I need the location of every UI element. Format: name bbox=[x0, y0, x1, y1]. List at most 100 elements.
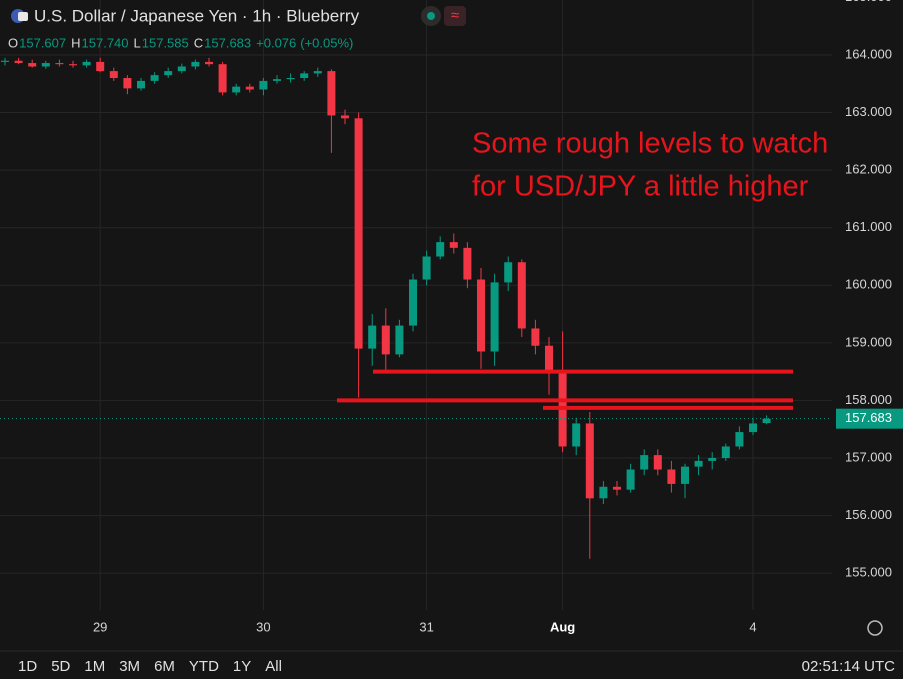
settings-button[interactable] bbox=[867, 620, 883, 636]
y-tick-label: 157.000 bbox=[845, 449, 892, 464]
chart-title: U.S. Dollar / Japanese Yen · 1h · Bluebe… bbox=[34, 6, 360, 25]
annotation: Some rough levels to watch bbox=[472, 128, 828, 160]
status-icon: ≈ bbox=[451, 7, 459, 24]
candle-body bbox=[504, 262, 513, 283]
ohlc-label: C bbox=[194, 35, 203, 50]
range-button[interactable]: All bbox=[265, 658, 282, 675]
candle-body bbox=[626, 469, 635, 490]
levels bbox=[337, 369, 793, 410]
candle-body bbox=[286, 78, 295, 80]
candle-body bbox=[368, 325, 377, 349]
ohlc-label: H bbox=[71, 35, 80, 50]
candle-body bbox=[14, 60, 23, 64]
candles bbox=[1, 57, 771, 559]
y-tick-label: 165.000 bbox=[845, 0, 892, 4]
candle-body bbox=[205, 61, 213, 65]
candle-body bbox=[300, 73, 309, 79]
candle-body bbox=[667, 469, 676, 484]
y-tick-label: 162.000 bbox=[845, 162, 892, 177]
candle-body bbox=[653, 455, 662, 470]
candle-body bbox=[354, 118, 363, 349]
y-tick-label: 156.000 bbox=[845, 507, 892, 522]
candle-body bbox=[749, 423, 757, 433]
candle-body bbox=[681, 466, 689, 484]
change: +0.076 bbox=[256, 35, 296, 50]
ohlc-label: L bbox=[134, 35, 141, 50]
candle-body bbox=[640, 455, 649, 470]
candle-body bbox=[436, 242, 445, 257]
flag-icon bbox=[18, 12, 28, 21]
candle-body bbox=[341, 115, 349, 119]
candle-body bbox=[109, 71, 118, 79]
range-button[interactable]: 1D bbox=[18, 658, 37, 675]
candle-body bbox=[96, 61, 105, 72]
range-button[interactable]: 1M bbox=[84, 658, 105, 675]
candle-body bbox=[449, 242, 458, 248]
candle-body bbox=[490, 282, 499, 352]
candle-body bbox=[259, 80, 268, 90]
candle-body bbox=[55, 63, 64, 65]
candle-body bbox=[531, 328, 540, 346]
y-tick-label: 164.000 bbox=[845, 46, 892, 61]
candle-body bbox=[585, 423, 594, 499]
change-pct: (+0.05%) bbox=[300, 35, 353, 50]
candle-body bbox=[69, 64, 77, 66]
candle-body bbox=[123, 78, 132, 89]
ohlc-value: 157.607 bbox=[19, 35, 66, 50]
range-button[interactable]: YTD bbox=[189, 658, 219, 675]
candle-body bbox=[273, 79, 281, 81]
candle-body bbox=[381, 325, 390, 355]
candle-body bbox=[28, 63, 37, 67]
x-tick-label: Aug bbox=[550, 619, 575, 634]
candle-body bbox=[572, 423, 581, 447]
candle-body bbox=[41, 63, 50, 67]
y-tick-label: 155.000 bbox=[845, 565, 892, 580]
candle-body bbox=[599, 486, 608, 499]
candle-body bbox=[422, 256, 431, 280]
status-badge bbox=[444, 6, 466, 26]
candle-body bbox=[694, 460, 703, 467]
last-price-box bbox=[836, 408, 903, 429]
annotation: for USD/JPY a little higher bbox=[472, 171, 809, 203]
candle-body bbox=[150, 75, 159, 81]
candle-body bbox=[82, 61, 91, 66]
candle-body bbox=[463, 247, 472, 280]
candle-body bbox=[218, 64, 227, 93]
candle-body bbox=[517, 262, 526, 329]
candle-body bbox=[545, 345, 553, 372]
range-bar: 1D 5D 1M 3M 6M YTD 1Y All bbox=[18, 658, 282, 675]
candle-body bbox=[232, 86, 241, 93]
candle-body bbox=[245, 86, 254, 90]
x-tick-label: 30 bbox=[256, 619, 270, 634]
range-button[interactable]: 3M bbox=[119, 658, 140, 675]
range-button[interactable]: 6M bbox=[154, 658, 175, 675]
candle-body bbox=[137, 80, 145, 89]
range-button[interactable]: 5D bbox=[51, 658, 70, 675]
y-tick-label: 161.000 bbox=[845, 219, 892, 234]
range-button[interactable]: 1Y bbox=[233, 658, 251, 675]
candle-body bbox=[708, 458, 717, 461]
last-price-label: 157.683 bbox=[845, 410, 892, 425]
y-tick-label: 158.000 bbox=[845, 392, 892, 407]
y-tick-label: 159.000 bbox=[845, 334, 892, 349]
ohlc-value: 157.683 bbox=[204, 35, 251, 50]
x-tick-label: 29 bbox=[93, 619, 107, 634]
candle-body bbox=[735, 432, 744, 447]
candle-body bbox=[313, 71, 322, 74]
candle-body bbox=[721, 446, 730, 459]
candle-body bbox=[613, 486, 621, 490]
ohlc-value: 157.585 bbox=[142, 35, 189, 50]
clock: 02:51:14 UTC bbox=[802, 658, 896, 675]
candle-body bbox=[191, 61, 200, 67]
candle-body bbox=[177, 66, 186, 72]
candle-body bbox=[1, 60, 9, 62]
x-tick-label: 31 bbox=[419, 619, 433, 634]
candle-body bbox=[477, 279, 485, 352]
ohlc-value: 157.740 bbox=[82, 35, 129, 50]
ohlc-row: O 157.607 H 157.740 L 157.585 C 157.683 +0.076 (+… bbox=[8, 35, 353, 50]
axes: 155.000 156.000 157.000 158.000 159.000 160.0… bbox=[0, 0, 903, 634]
ohlc-label: O bbox=[8, 35, 18, 50]
y-tick-label: 163.000 bbox=[845, 104, 892, 119]
